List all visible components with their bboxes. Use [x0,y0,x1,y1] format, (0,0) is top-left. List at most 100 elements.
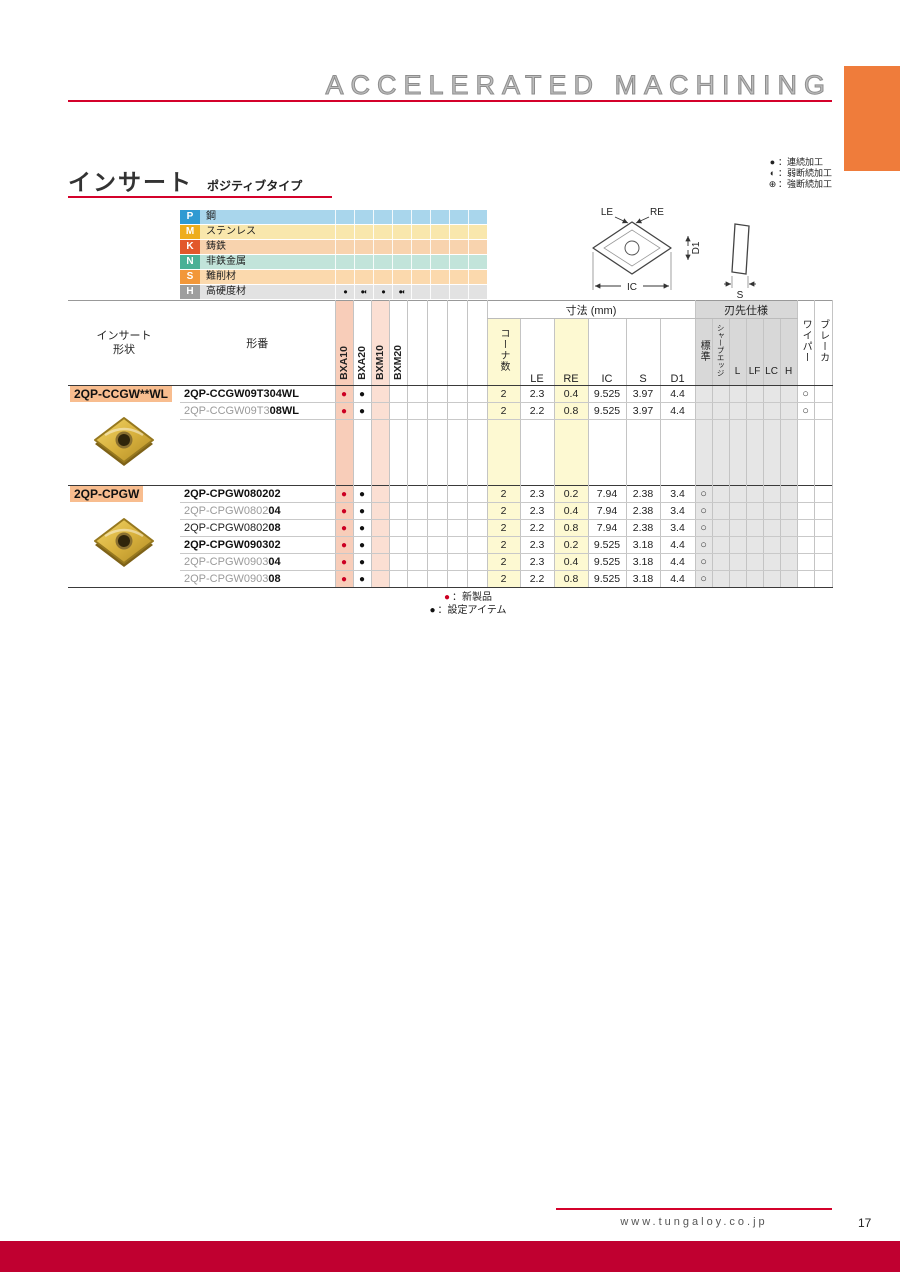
footer-url[interactable]: www.tungaloy.co.jp [620,1216,768,1228]
material-code-cell: P [180,210,200,224]
set-item-symbol: ● [429,605,436,616]
material-grade-cell [449,240,468,254]
breaker-cell [813,519,833,537]
breaker-cell [813,570,833,588]
empty-cell [406,385,427,403]
dim-d1: 4.4 [659,402,696,420]
grade-dot-cell [370,485,389,503]
dim-ic: 7.94 [587,519,626,537]
part-number-text: 2QP-CCGW09T304WL [184,388,299,400]
legend-item: ● ：設定アイテム [68,604,868,617]
edge-cell [728,519,747,537]
grade-dot-cell [388,519,407,537]
spec-row: 2QP-CPGW080208 ● ● 2 2.2 0.8 7.94 2.38 3.4 ○ [68,519,833,537]
spec-row: 2QP-CPGW090302 ● ● 2 2.3 0.2 9.525 3.18 4.4 ○ [68,536,833,554]
standard-mark: ○ [694,536,713,554]
part-number-text: 2QP-CPGW080202 [184,488,281,500]
machining-legend-item: ⊕ ：強断続加工 [767,179,832,190]
empty-cell [796,419,815,486]
set-item-dot: ● [358,557,366,568]
material-grade-cell [430,240,449,254]
spec-row: 2QP-CPGW090308 ● ● 2 2.2 0.8 9.525 3.18 4.4 ○ [68,570,833,588]
material-grade-cell [468,210,487,224]
dim-le: 2.2 [519,570,554,588]
part-number-text: 2QP-CPGW0802 [184,522,269,534]
empty-cell [370,419,389,486]
material-grade-cell [449,285,468,299]
empty-cell [587,419,626,486]
part-number: 2QP-CPGW080208 [180,519,335,537]
set-item-dot: ● [358,489,366,500]
section-tab [844,66,900,171]
material-grade-cell [411,240,430,254]
empty-cell [426,402,447,420]
grade-label: BXA10 [338,346,350,380]
machining-label: ：連続加工 [777,157,823,167]
material-grade-cell [335,210,354,224]
material-grade-cell [468,270,487,284]
edge-cell [745,385,764,403]
col-header-re: RE [553,318,588,386]
grade-dot-cell [370,519,389,537]
set-item-dot: ● [358,389,366,400]
dim-corner: 2 [486,536,520,554]
col-header-standard: 標準 [694,318,713,386]
empty-cell [446,485,467,503]
breaker-cell [813,536,833,554]
material-grade-cell [411,255,430,269]
part-number: 2QP-CPGW080202 [180,485,335,503]
empty-cell [762,419,781,486]
edge-cell [762,385,781,403]
set-item-dot: ● [358,523,366,534]
material-grade-cell [335,255,354,269]
empty-cell [446,536,467,554]
new-product-dot: ● [340,389,348,400]
material-grade-cell [373,255,392,269]
material-name-cell: ステンレス [200,225,335,239]
dim-ic: 9.525 [587,536,626,554]
grade-dot-cell: ● [334,570,353,588]
col-header-bxa20: BXA20 [352,300,371,386]
grade-dot-cell: ● [334,485,353,503]
grade-dot-cell: ● [334,402,353,420]
col-header-lc: LC [762,318,781,386]
grade-dot-cell: ● [334,536,353,554]
material-name-cell: 高硬度材 [200,285,335,299]
part-number-suffix: 04 [268,556,281,568]
part-number-suffix: 08 [268,522,281,534]
edge-cell [745,519,764,537]
edge-cell [779,502,798,520]
dim-s: 3.18 [625,553,660,571]
edge-cell [779,536,798,554]
edge-cell [728,502,747,520]
empty-cell [426,385,447,403]
material-grade-cell [392,240,411,254]
empty-cell [466,570,487,588]
breaker-cell [813,385,833,403]
edge-cell [745,502,764,520]
highlight [104,529,144,538]
edge-cell [762,402,781,420]
col-header-le: LE [519,318,554,386]
col-header-insert-shape: インサート 形状 [68,300,180,386]
col-header-empty [406,300,427,386]
part-number-text: 2QP-CPGW0903 [184,556,269,568]
material-grade-cell [354,225,373,239]
machining-legend-item: ◐ ：弱断続加工 [767,168,832,179]
insert-dimension-diagram: LE RE IC D1 S [585,202,790,305]
edge-cell [728,536,747,554]
header-text: 形状 [113,344,135,356]
page-header-title: ACCELERATED MACHINING [325,70,832,101]
dim-ic: 7.94 [587,485,626,503]
col-header-h: H [779,318,798,386]
col-header-lf: LF [745,318,764,386]
header-divider [68,100,832,102]
grade-dot-cell [388,553,407,571]
highlight [104,428,144,437]
dim-d1: 4.4 [659,570,696,588]
empty-cell [406,485,427,503]
dim-s: 2.38 [625,485,660,503]
spec-table-header: インサート 形状 形番 BXA10 BXA20 BXM10 BXM20 寸法 (… [68,300,833,386]
grade-dot-cell [370,502,389,520]
hole [118,535,130,548]
